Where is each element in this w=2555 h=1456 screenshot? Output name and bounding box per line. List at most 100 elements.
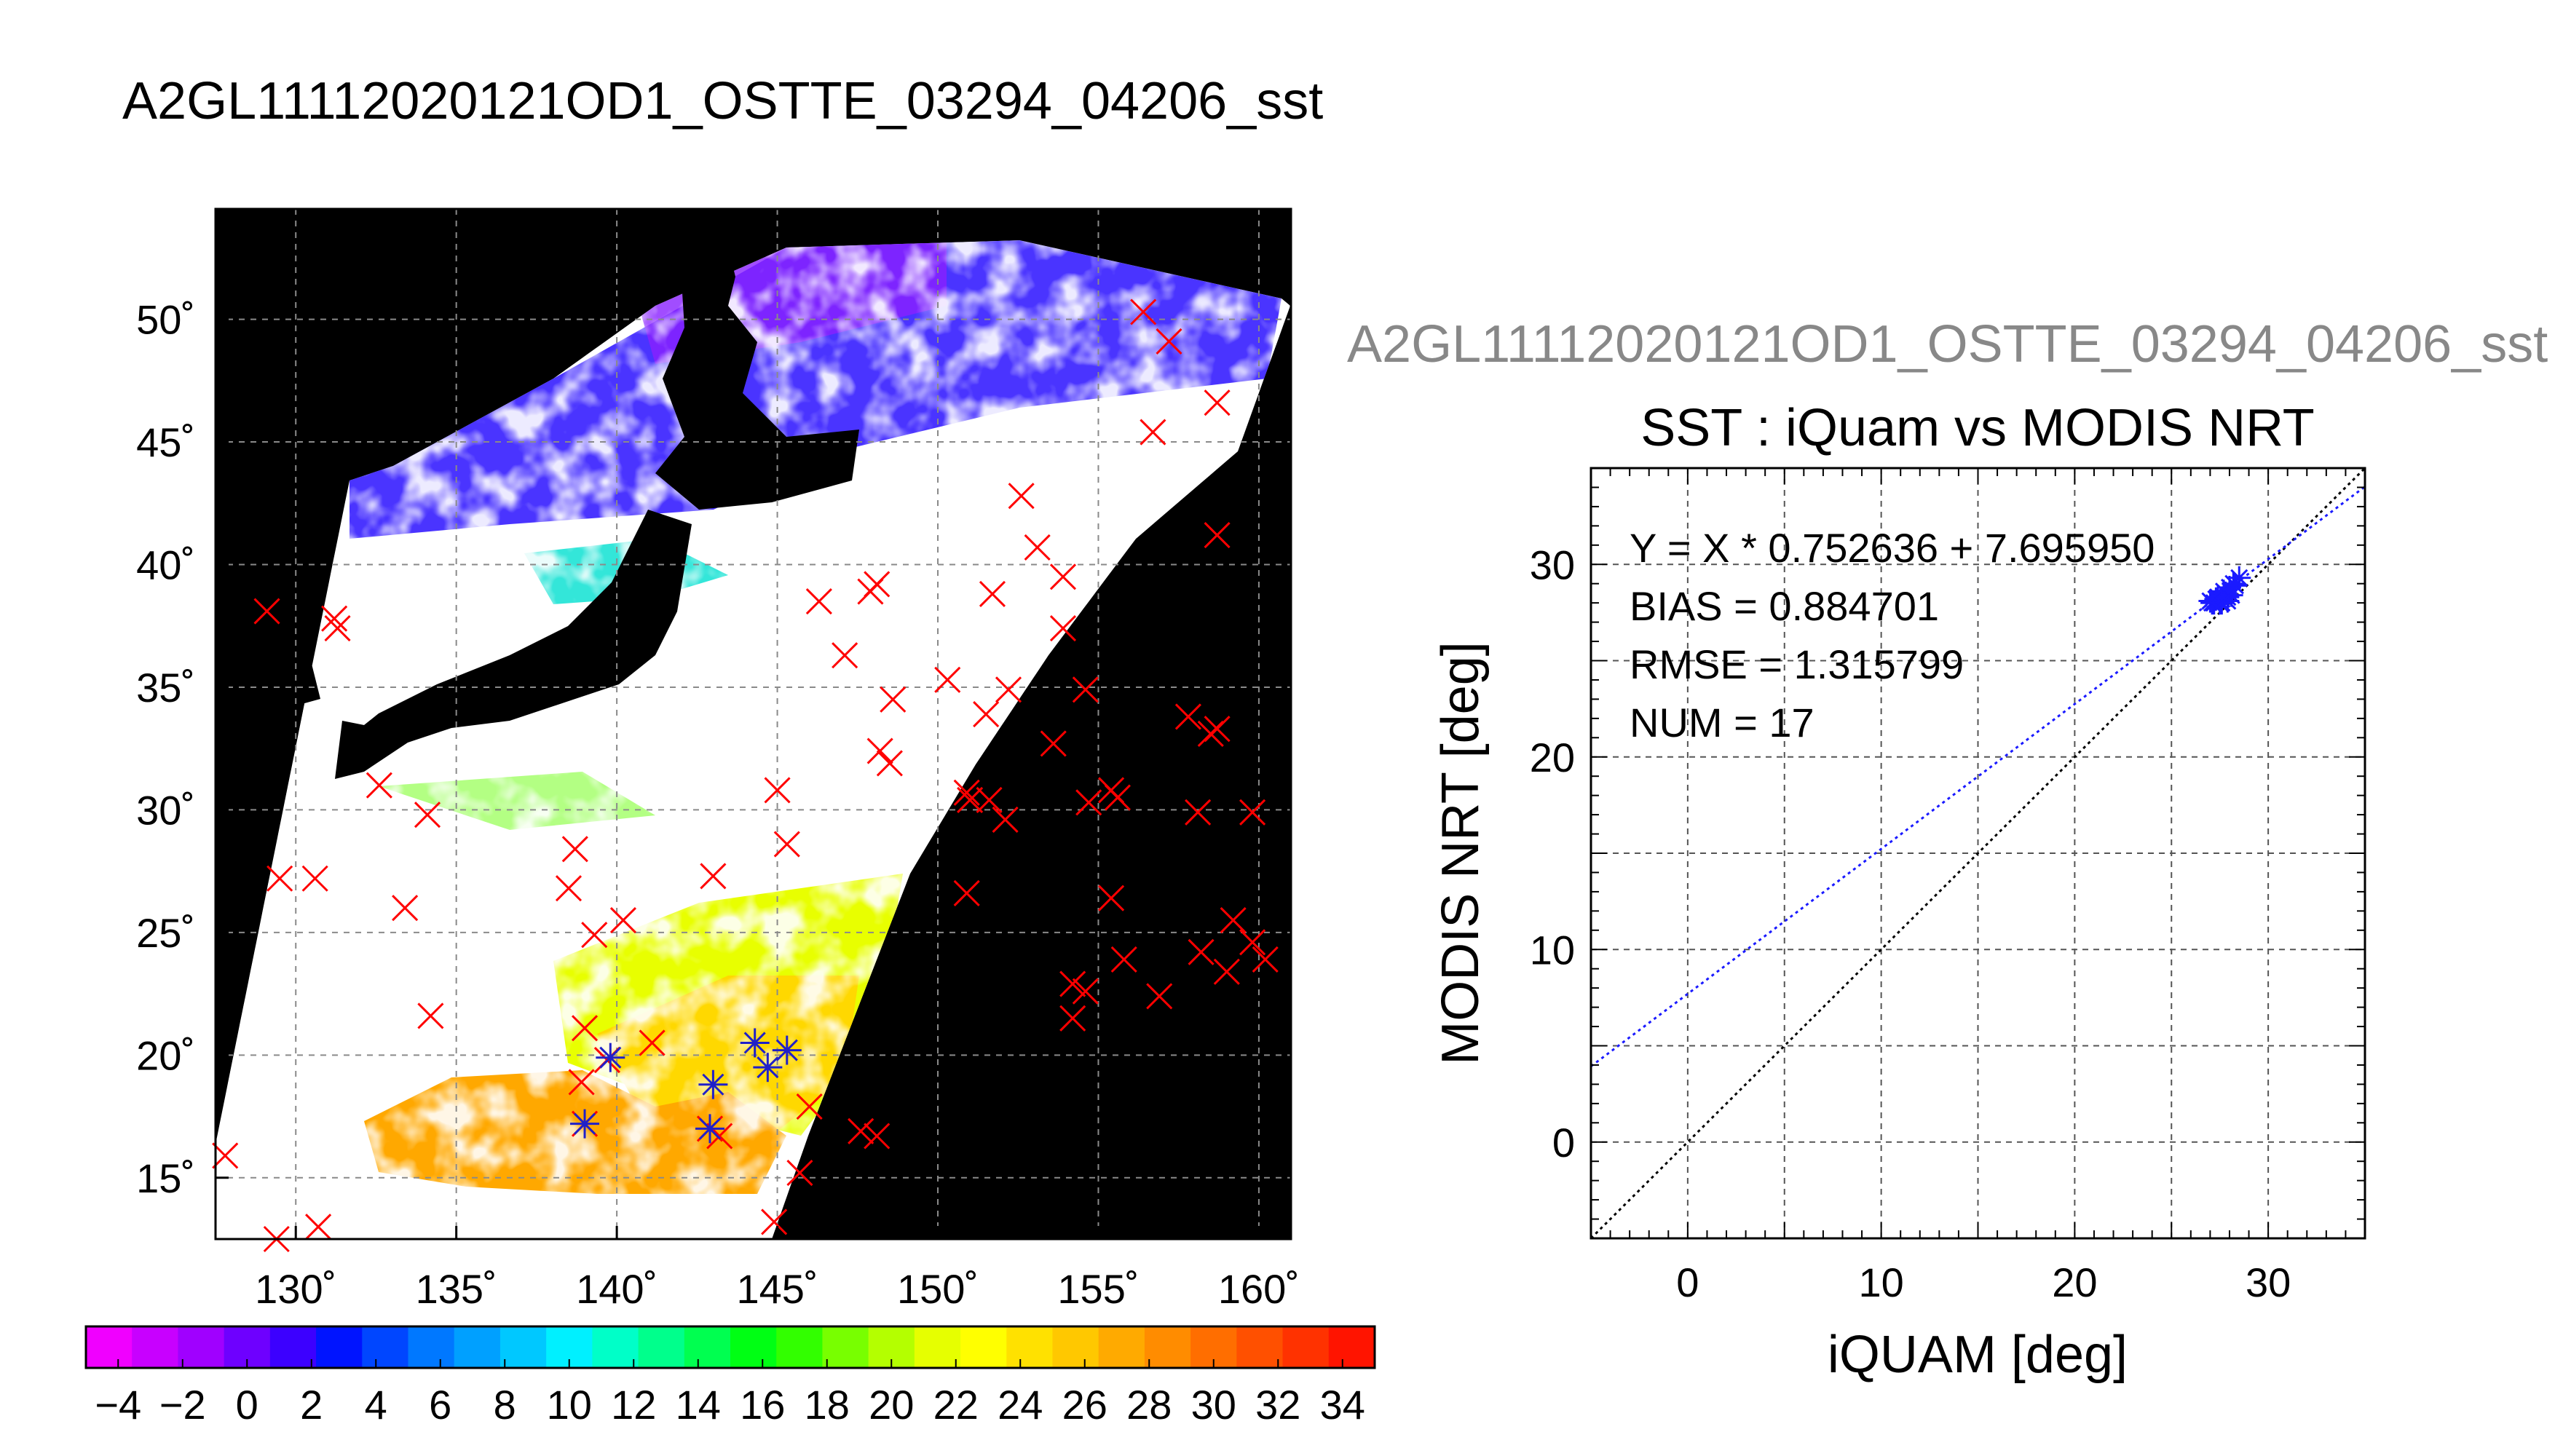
regression-equation: Y = X * 0.752636 + 7.695950 (1630, 525, 2155, 571)
colorbar-segment (1098, 1326, 1145, 1368)
iquam-marker (876, 750, 903, 777)
colorbar-label: 12 (611, 1382, 656, 1428)
colorbar-label: 22 (933, 1382, 979, 1428)
colorbar-segment (822, 1326, 869, 1368)
iquam-marker (253, 598, 280, 625)
iquam-marker (417, 1002, 444, 1029)
iquam-marker (848, 1117, 874, 1144)
land-honshu (342, 510, 692, 772)
iquam-marker (1110, 946, 1137, 973)
scatter-xlabel: iQUAM [deg] (1828, 1326, 2128, 1384)
colorbar-segment (684, 1326, 731, 1368)
iquam-marker (1146, 983, 1173, 1010)
colorbar-segment (408, 1326, 455, 1368)
map-lon-label: 145˚ (737, 1266, 818, 1312)
scatter-annotations: Y = X * 0.752636 + 7.695950 BIAS = 0.884… (1630, 525, 2155, 745)
colorbar-segment (1328, 1326, 1375, 1368)
scatter-point (2227, 566, 2251, 590)
map-axis-ticks (216, 318, 1260, 1239)
colorbar-label: 8 (494, 1382, 516, 1428)
colorbar-segment (316, 1326, 363, 1368)
map-lat-label: 45˚ (136, 419, 195, 465)
map-lat-label: 15˚ (136, 1155, 195, 1201)
colorbar-label: 6 (429, 1382, 451, 1428)
land-kyushu (335, 721, 379, 779)
map-lat-label: 50˚ (136, 297, 195, 343)
iquam-marker (212, 1142, 239, 1169)
colorbar-segment (269, 1326, 317, 1368)
map-gridlines (216, 209, 1291, 1239)
colorbar-frame (84, 1325, 1376, 1369)
matchup-markers (570, 1028, 802, 1144)
map-frame (214, 207, 1292, 1241)
iquam-marker (1213, 958, 1240, 985)
num-value: NUM = 17 (1630, 700, 1814, 745)
iquam-marker (555, 875, 583, 902)
colorbar-label: 34 (1320, 1382, 1365, 1428)
colorbar-label: 18 (805, 1382, 850, 1428)
map-lat-label: 20˚ (136, 1032, 195, 1078)
colorbar-segment (730, 1326, 777, 1368)
colorbar-tick-labels: −4 −2 0 2 4 6 8 10 12 14 16 18 20 22 24 26 28 30 32 34 (95, 1382, 1365, 1428)
scatter-points (2198, 566, 2251, 615)
iquam-marker (957, 786, 984, 814)
map-lon-label: 135˚ (416, 1266, 497, 1312)
colorbar-segment (178, 1326, 225, 1368)
land-korea-edge (216, 641, 320, 728)
iquam-marker (1024, 534, 1051, 561)
colorbar-segment (1236, 1326, 1284, 1368)
iquam-marker (1239, 929, 1266, 956)
iquam-marker (1072, 676, 1099, 703)
colorbar-segment (1144, 1326, 1191, 1368)
scatter-x-tick-label: 30 (2246, 1259, 2291, 1305)
iquam-marker (1204, 389, 1231, 416)
iquam-marker (805, 587, 832, 615)
iquam-marker (864, 1123, 891, 1150)
matchup-marker (596, 1042, 625, 1072)
colorbar-label: −4 (95, 1382, 141, 1428)
colorbar-segment (638, 1326, 685, 1368)
iquam-marker (561, 836, 588, 863)
land-masses (216, 209, 859, 779)
colorbar-segment (914, 1326, 961, 1368)
iquam-marker (581, 922, 608, 949)
iquam-marker (1204, 522, 1231, 549)
colorbar-segment (1006, 1326, 1053, 1368)
iquam-marker (1098, 885, 1125, 911)
colorbar-label: −2 (159, 1382, 206, 1428)
iquam-marker (992, 806, 1019, 833)
colorbar-label: 14 (676, 1382, 721, 1428)
iquam-marker (973, 700, 1000, 728)
iquam-marker (392, 895, 419, 922)
colorbar-segment (960, 1326, 1007, 1368)
scatter-x-tick-label: 20 (2052, 1259, 2097, 1305)
iquam-marker (305, 1214, 332, 1241)
colorbar-label: 20 (869, 1382, 914, 1428)
sst-colorbar (84, 1325, 1376, 1369)
rmse-value: RMSE = 1.315799 (1630, 641, 1964, 687)
iquam-marker (1075, 789, 1102, 816)
scatter-y-tick-label: 0 (1552, 1120, 1575, 1166)
iquam-marker (1104, 784, 1131, 811)
iquam-marker (568, 1069, 595, 1096)
map-lon-label: 150˚ (897, 1266, 979, 1312)
matchup-marker (698, 1069, 728, 1099)
iquam-marker (301, 865, 328, 892)
scatter-subtitle: A2GL11112020121OD1_OSTTE_03294_04206_sst (1347, 315, 2548, 373)
matchup-marker (740, 1028, 770, 1058)
scatter-y-tick-labels: 0 10 20 30 (1530, 542, 1575, 1166)
iquam-marker (866, 737, 893, 764)
scatter-x-tick-label: 0 (1676, 1259, 1699, 1305)
iquam-marker (1059, 1005, 1086, 1032)
iquam-marker (1156, 328, 1182, 355)
scatter-x-tick-label: 10 (1858, 1259, 1903, 1305)
iquam-marker (1252, 946, 1279, 973)
iquam-marker (832, 642, 858, 669)
bias-value: BIAS = 0.884701 (1630, 583, 1939, 629)
iquam-marker (266, 865, 293, 892)
matchup-marker (570, 1109, 600, 1139)
colorbar-segment (1052, 1326, 1099, 1368)
map-lat-label: 25˚ (136, 910, 195, 956)
